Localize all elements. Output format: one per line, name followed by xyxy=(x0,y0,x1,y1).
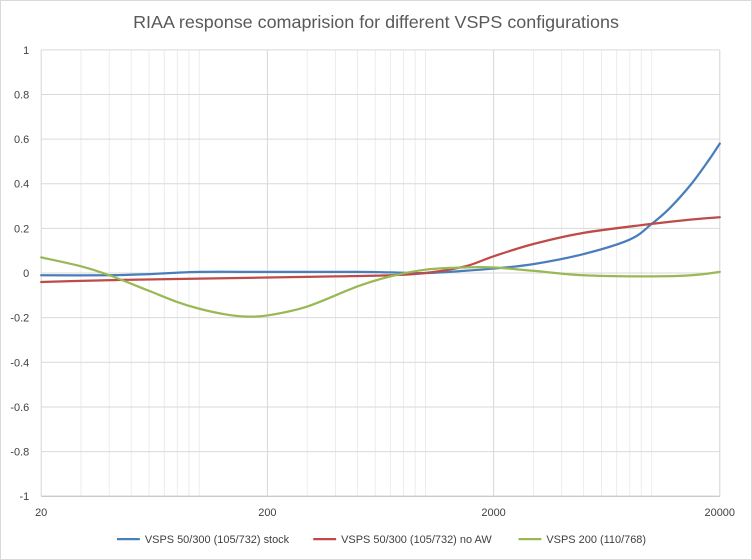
y-tick-label: -0.8 xyxy=(10,447,29,459)
series-line-1 xyxy=(40,142,721,277)
legend-label-2: VSPS 50/300 (105/732) no AW xyxy=(341,534,492,546)
series-lines xyxy=(40,142,721,318)
y-axis-tick-labels: 1 0.8 0.6 0.4 0.2 0 -0.2 -0.4 -0.6 -0.8 -1 xyxy=(10,45,29,503)
y-tick-label: 0 xyxy=(23,268,29,280)
x-tick-label: 200 xyxy=(258,507,276,519)
legend: VSPS 50/300 (105/732) stock VSPS 50/300 (… xyxy=(116,534,646,546)
legend-label-3: VSPS 200 (110/768) xyxy=(546,534,646,546)
x-tick-label: 20 xyxy=(35,507,47,519)
x-tick-label: 20000 xyxy=(705,507,735,519)
y-tick-label: -0.2 xyxy=(10,313,29,325)
y-tick-label: -1 xyxy=(19,491,29,503)
y-tick-label: 1 xyxy=(23,45,29,57)
y-tick-label: -0.4 xyxy=(10,357,29,369)
x-tick-label: 2000 xyxy=(481,507,505,519)
series-line-3 xyxy=(40,256,721,318)
y-tick-label: 0.8 xyxy=(14,89,29,101)
y-tick-label: 0.2 xyxy=(14,223,29,235)
y-tick-label: 0.4 xyxy=(14,179,29,191)
y-tick-label: -0.6 xyxy=(10,402,29,414)
x-axis-tick-labels: 20 200 2000 20000 xyxy=(35,507,735,519)
y-tick-label: 0.6 xyxy=(14,134,29,146)
series-line-2 xyxy=(40,216,721,284)
legend-label-1: VSPS 50/300 (105/732) stock xyxy=(145,534,290,546)
chart-title: RIAA response comaprision for different … xyxy=(133,12,619,32)
